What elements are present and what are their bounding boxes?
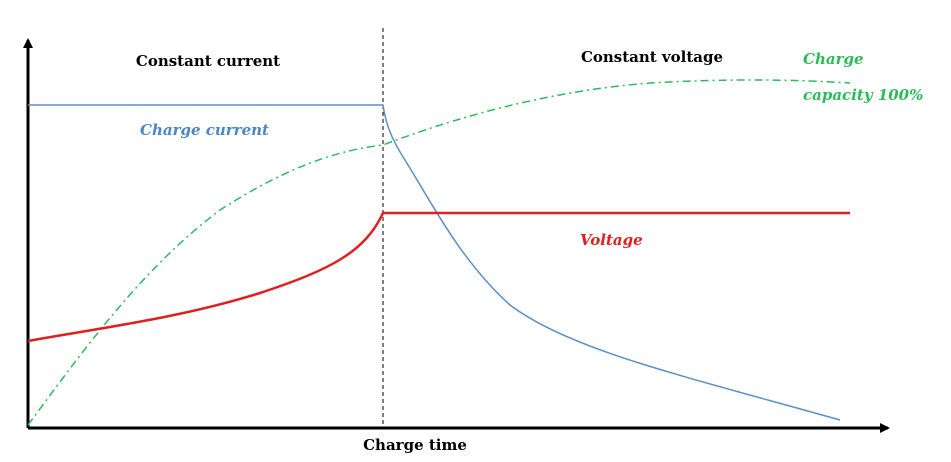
curve-label: Voltage (580, 231, 643, 249)
curve-label: capacity 100% (803, 86, 923, 104)
phase-label: Constant voltage (581, 48, 723, 66)
curve-label: Charge current (140, 121, 269, 139)
current-curve (28, 104, 841, 421)
curve-label: Charge (803, 50, 864, 68)
phase-label: Constant current (136, 52, 280, 70)
x-axis-label: Charge time (363, 436, 467, 454)
voltage-curve (27, 211, 850, 343)
